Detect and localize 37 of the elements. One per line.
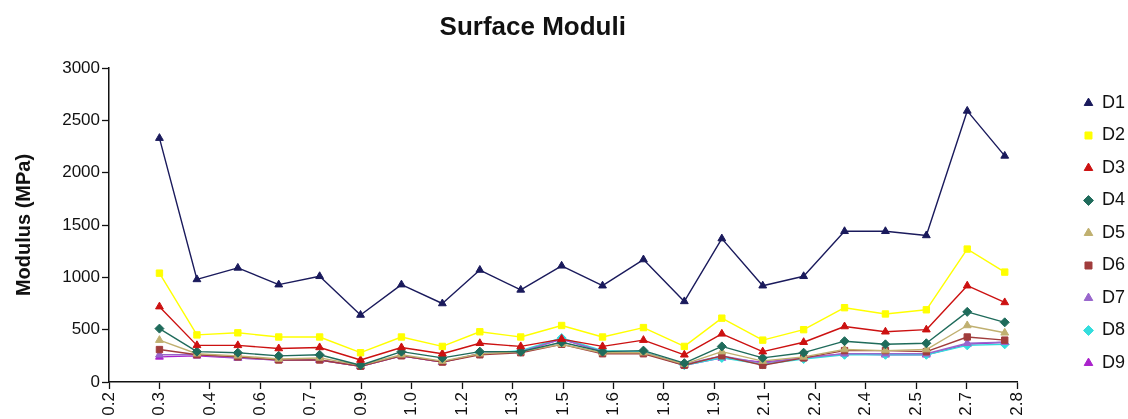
y-axis-title: Modulus (MPa)	[11, 153, 34, 297]
legend-label: D4	[1101, 189, 1126, 210]
x-tick-label: 1.8	[653, 392, 673, 416]
legend-label: D1	[1101, 91, 1126, 112]
x-tick-label: 0.3	[149, 392, 169, 416]
x-tick-label: 0.7	[300, 392, 320, 416]
x-tick-label: 2.5	[905, 392, 925, 416]
y-tick-label: 2500	[62, 110, 100, 130]
legend-label: D5	[1101, 221, 1126, 242]
legend-label: D8	[1101, 319, 1126, 340]
x-tick-label: 2.7	[956, 392, 976, 416]
y-tick-label: 3000	[62, 57, 100, 77]
x-tick-label: 1.0	[401, 392, 421, 416]
y-tick-label: 1500	[62, 214, 100, 234]
legend-label: D7	[1101, 286, 1126, 307]
x-tick-label: 2.1	[754, 392, 774, 416]
x-tick-label: 2.4	[855, 392, 875, 416]
y-tick-label: 500	[71, 319, 100, 339]
legend-label: D3	[1101, 156, 1126, 177]
x-tick-label: 1.3	[502, 392, 522, 416]
x-tick-label: 0.4	[199, 392, 219, 416]
x-tick-label: 0.6	[250, 392, 270, 416]
legend-label: D9	[1101, 351, 1126, 372]
x-tick-label: 2.2	[804, 392, 824, 416]
legend-label: D6	[1101, 254, 1126, 275]
legend-label: D2	[1101, 124, 1126, 145]
y-tick-label: 0	[90, 371, 100, 391]
x-tick-label: 0.9	[350, 392, 370, 416]
x-tick-label: 1.6	[603, 392, 623, 416]
x-tick-label: 1.2	[451, 392, 471, 416]
y-tick-label: 1000	[62, 267, 100, 287]
x-tick-label: 2.8	[1006, 392, 1026, 416]
x-tick-label: 0.2	[98, 392, 118, 416]
chart-title: Surface Moduli	[439, 10, 626, 41]
y-tick-label: 2000	[62, 162, 100, 182]
x-tick-label: 1.5	[552, 392, 572, 416]
x-tick-label: 1.9	[704, 392, 724, 416]
